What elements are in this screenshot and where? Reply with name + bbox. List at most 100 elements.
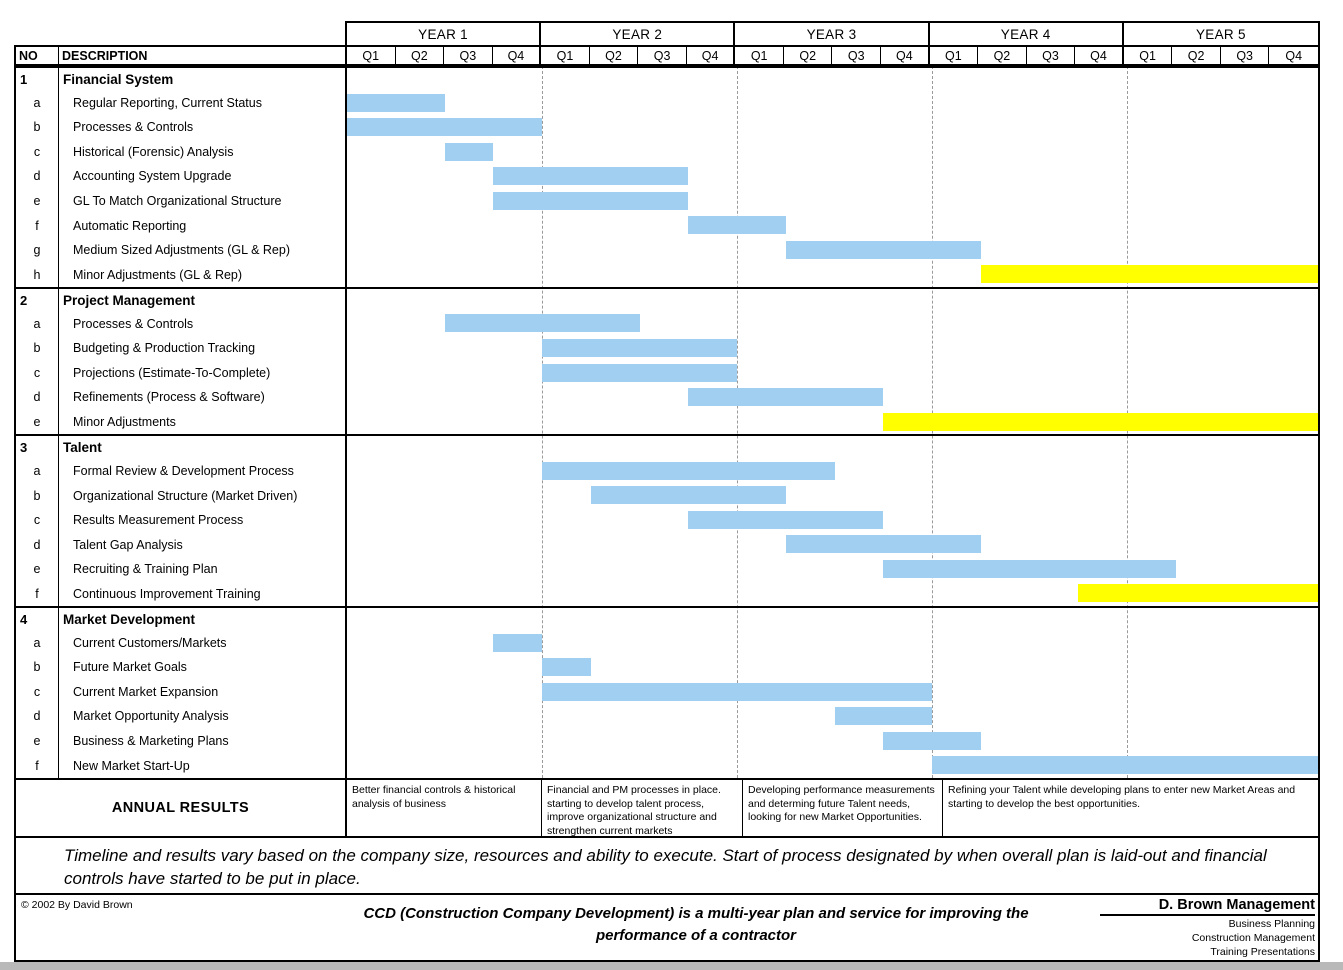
task-letter: h <box>16 262 59 287</box>
quarter-header: Q4 <box>687 47 736 64</box>
task-bar-blue <box>493 633 542 652</box>
task-label: Automatic Reporting <box>59 213 347 238</box>
task-letter: d <box>16 164 59 189</box>
quarter-header: Q4 <box>881 47 930 64</box>
task-letter: e <box>16 728 59 754</box>
task-chart-cell <box>347 385 1318 410</box>
task-label: Formal Review & Development Process <box>59 458 347 484</box>
brand-name: D. Brown Management <box>1100 897 1315 916</box>
brand-service: Business Planning <box>1228 918 1315 930</box>
task-chart-cell <box>347 262 1318 287</box>
tagline-text: CCD (Construction Company Development) i… <box>363 905 1029 944</box>
task-bar-yellow <box>980 265 1318 284</box>
task-bar-blue <box>347 93 445 112</box>
task-letter: e <box>16 556 59 582</box>
task-bar-blue <box>785 240 981 259</box>
task-label: Processes & Controls <box>59 115 347 140</box>
task-row: b Future Market Goals <box>16 655 1318 680</box>
notes-box: Timeline and results vary based on the c… <box>14 838 1320 895</box>
year-header-1: YEAR 1 <box>347 23 542 45</box>
annual-result-year-1: Better financial controls & historical a… <box>347 780 542 836</box>
task-bar-blue <box>883 559 1176 578</box>
task-bar-blue <box>444 142 494 161</box>
task-chart-cell <box>347 581 1318 606</box>
task-bar-blue <box>347 118 542 137</box>
task-chart-cell <box>347 91 1318 116</box>
task-bar-yellow <box>883 412 1318 431</box>
task-letter: c <box>16 360 59 386</box>
task-chart-cell <box>347 557 1318 582</box>
task-label: Current Customers/Markets <box>59 630 347 656</box>
task-bar-blue <box>542 363 737 382</box>
task-label: Future Market Goals <box>59 655 347 680</box>
quarter-header: Q4 <box>493 47 542 64</box>
quarter-header: Q3 <box>1221 47 1270 64</box>
section-chart-cell <box>347 608 1318 631</box>
task-bar-blue <box>688 510 884 529</box>
annual-result-year-3: Developing performance measurements and … <box>743 780 943 836</box>
task-label: Medium Sized Adjustments (GL & Rep) <box>59 237 347 263</box>
task-bar-blue <box>542 461 835 480</box>
task-chart-cell <box>347 311 1318 336</box>
task-row: c Historical (Forensic) Analysis <box>16 139 1318 165</box>
task-chart-cell <box>347 140 1318 165</box>
task-label: Continuous Improvement Training <box>59 581 347 607</box>
quarter-header: Q2 <box>396 47 445 64</box>
task-chart-cell <box>347 753 1318 778</box>
section-number: 2 <box>16 288 59 312</box>
task-bar-blue <box>493 191 689 210</box>
year-header-3: YEAR 3 <box>735 23 930 45</box>
quarter-header: Q2 <box>590 47 639 64</box>
year-header-4: YEAR 4 <box>930 23 1124 45</box>
section-number: 4 <box>16 608 59 631</box>
task-letter: f <box>16 753 59 778</box>
task-chart-cell <box>347 115 1318 140</box>
brand-service: Construction Management <box>1191 932 1315 945</box>
section-chart-cell <box>347 436 1318 459</box>
quarter-header: Q3 <box>832 47 882 64</box>
task-bar-yellow <box>1078 584 1318 603</box>
task-label: Organizational Structure (Market Driven) <box>59 483 347 508</box>
task-chart-cell <box>347 410 1318 435</box>
task-row: c Projections (Estimate-To-Complete) <box>16 360 1318 386</box>
task-chart-cell <box>347 483 1318 508</box>
task-bar-blue <box>785 535 981 554</box>
quarter-header: Q2 <box>784 47 833 64</box>
task-bar-blue <box>444 314 640 333</box>
column-header-row: NO DESCRIPTION Q1 Q2 Q3 Q4 Q1 Q2 Q3 Q4 Q1 Q2 Q3 Q4 Q1 Q… <box>14 45 1320 66</box>
footer: © 2002 By David Brown CCD (Construction … <box>14 895 1320 962</box>
task-letter: e <box>16 188 59 214</box>
bottom-margin-strip <box>0 962 1343 970</box>
task-label: Accounting System Upgrade <box>59 164 347 189</box>
quarter-header: Q2 <box>1172 47 1221 64</box>
task-bar-blue <box>932 756 1318 775</box>
task-chart-cell <box>347 680 1318 705</box>
task-label: Minor Adjustments <box>59 409 347 435</box>
annual-results-label: ANNUAL RESULTS <box>16 780 347 836</box>
task-label: Processes & Controls <box>59 311 347 337</box>
task-label: Market Opportunity Analysis <box>59 704 347 729</box>
task-row: h Minor Adjustments (GL & Rep) <box>16 262 1318 287</box>
task-row: d Market Opportunity Analysis <box>16 704 1318 729</box>
year-header-2: YEAR 2 <box>541 23 736 45</box>
gantt-body: 1 Financial System a Regular Reporting, Cur… <box>14 66 1320 778</box>
section-title: Market Development <box>59 608 347 631</box>
section-header-row: 3 Talent <box>16 434 1318 459</box>
brand-block: D. Brown Management Business Planning Co… <box>1100 897 1315 960</box>
section-header-row: 4 Market Development <box>16 606 1318 631</box>
annual-results-row: ANNUAL RESULTS Better financial controls… <box>14 778 1320 838</box>
task-row: d Talent Gap Analysis <box>16 532 1318 557</box>
task-label: New Market Start-Up <box>59 753 347 778</box>
task-letter: f <box>16 213 59 238</box>
section-header-row: 2 Project Management <box>16 286 1318 312</box>
task-bar-blue <box>834 707 932 726</box>
task-bar-blue <box>493 167 689 186</box>
task-letter: d <box>16 385 59 410</box>
quarter-header: Q1 <box>347 47 396 64</box>
task-chart-cell <box>347 189 1318 214</box>
task-row: a Formal Review & Development Process <box>16 458 1318 484</box>
quarter-header: Q4 <box>1285 48 1303 63</box>
section-chart-cell <box>347 289 1318 312</box>
task-row: e Minor Adjustments <box>16 409 1318 435</box>
